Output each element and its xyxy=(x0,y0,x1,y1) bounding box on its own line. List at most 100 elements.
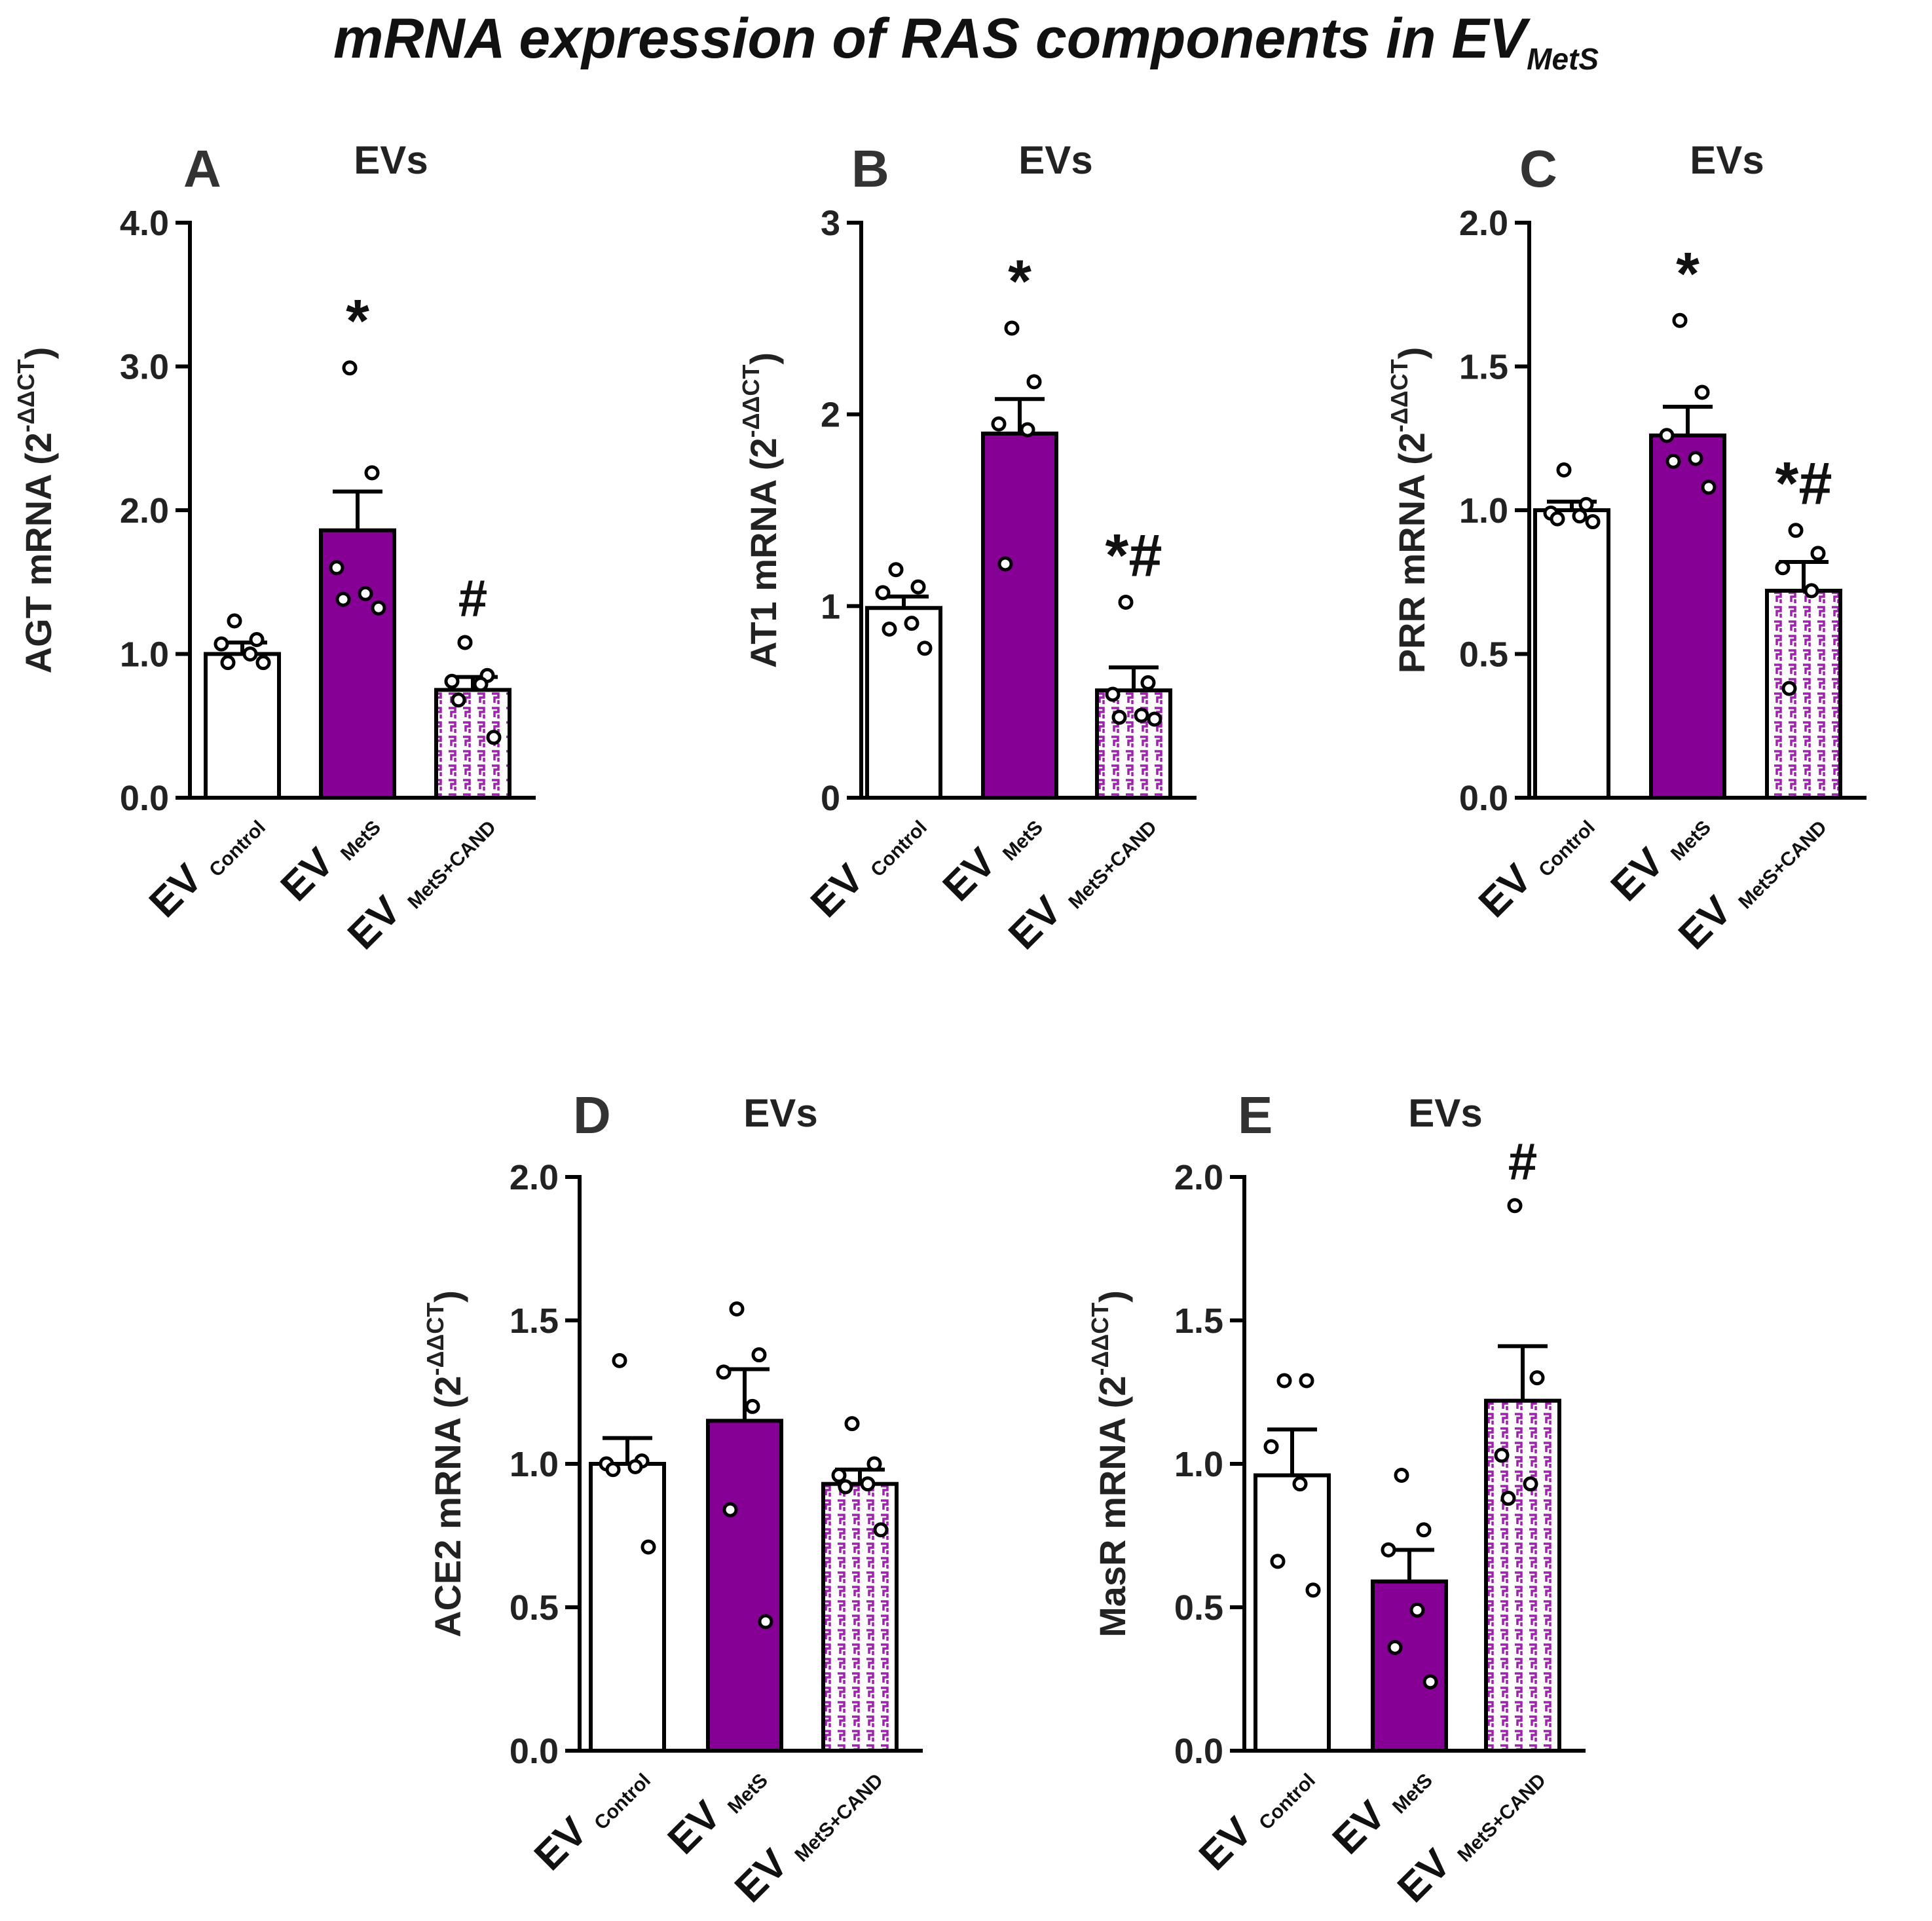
data-point xyxy=(486,730,502,745)
y-axis-label-superscript: -ΔΔCT xyxy=(737,365,764,438)
x-category-label: EV MetS xyxy=(272,798,385,911)
bar-1 xyxy=(1254,1473,1331,1753)
data-point xyxy=(1672,312,1688,328)
data-point xyxy=(844,1416,860,1432)
panel-title: EVs xyxy=(743,1091,817,1135)
data-point xyxy=(605,1462,621,1478)
y-tick-label: 1.0 xyxy=(1459,491,1508,531)
data-point xyxy=(831,1468,847,1483)
y-axis-label-superscript: -ΔΔCT xyxy=(1087,1303,1113,1376)
panel-a: A EVs 0.0 1.0 2.0 3.0 4.0 AGT mRNA (2-ΔΔCT) * # EV… xyxy=(12,138,536,958)
x-category-subscript: Control xyxy=(1255,1770,1320,1835)
data-point xyxy=(1026,374,1042,390)
data-point xyxy=(1775,560,1791,576)
x-category-main: EV xyxy=(1324,1785,1402,1863)
data-point xyxy=(1020,422,1035,438)
significance-annotation: * xyxy=(346,288,369,355)
bar-2 xyxy=(1371,1579,1448,1753)
data-point xyxy=(1270,1554,1286,1569)
data-point xyxy=(1394,1468,1409,1483)
x-category-main: EV xyxy=(1389,1833,1467,1911)
panel-title: EVs xyxy=(1690,138,1764,182)
significance-annotation: # xyxy=(1508,1132,1538,1191)
data-point xyxy=(1585,514,1601,530)
x-category-main: EV xyxy=(1603,832,1681,910)
y-tick-label: 0.0 xyxy=(120,779,169,818)
bar-2 xyxy=(981,431,1058,800)
y-axis-label-close: ) xyxy=(18,347,59,360)
x-category-main: EV xyxy=(1470,848,1548,926)
panel-letter: D xyxy=(573,1086,611,1144)
data-point xyxy=(220,655,236,671)
x-category-subscript: Control xyxy=(866,817,931,882)
y-tick-label: 1 xyxy=(821,587,840,626)
x-category-main: EV xyxy=(1000,880,1078,958)
x-category-label: EV MetS+CAND xyxy=(1389,1751,1550,1912)
data-point xyxy=(1688,451,1703,466)
y-axis-label-name: PRR mRNA xyxy=(1391,465,1432,673)
x-category-subscript: MetS xyxy=(1388,1770,1437,1818)
data-point xyxy=(866,1456,882,1472)
data-point xyxy=(1105,686,1121,702)
x-category-subscript: MetS+CAND xyxy=(403,817,500,914)
data-point xyxy=(1507,1198,1523,1214)
data-point xyxy=(444,673,460,689)
y-axis-label-close: ) xyxy=(743,352,784,365)
data-point xyxy=(1788,523,1804,538)
data-point xyxy=(904,616,920,631)
data-point xyxy=(745,1398,760,1414)
significance-annotation: * xyxy=(1008,248,1031,315)
y-axis-label-name: MasR mRNA xyxy=(1092,1408,1133,1637)
data-point xyxy=(1299,1373,1314,1389)
y-tick-label: 0.5 xyxy=(510,1588,559,1628)
bar-3 xyxy=(821,1482,899,1753)
x-category-label: EV MetS+CAND xyxy=(1000,798,1161,960)
y-tick-label: 1.5 xyxy=(1174,1301,1223,1341)
y-tick-label: 0.0 xyxy=(1459,779,1508,818)
y-tick-label: 0.0 xyxy=(1174,1732,1223,1771)
data-point xyxy=(860,1476,876,1492)
data-point xyxy=(1387,1639,1403,1655)
data-point xyxy=(1409,1602,1425,1618)
figure-title: mRNA expression of RAS components in EVM… xyxy=(0,7,1932,77)
data-point xyxy=(342,360,358,376)
y-tick-label: 3 xyxy=(821,204,840,243)
y-axis-label: MasR mRNA (2-ΔΔCT) xyxy=(1087,1290,1133,1637)
data-point xyxy=(991,416,1007,432)
data-point xyxy=(716,1364,732,1380)
figure-title-subscript: MetS xyxy=(1527,42,1599,77)
data-point xyxy=(1523,1476,1538,1492)
x-category-subscript: Control xyxy=(1534,817,1599,882)
data-point xyxy=(997,556,1013,572)
bar-1 xyxy=(865,606,942,800)
x-category-main: EV xyxy=(659,1785,737,1863)
x-category-main: EV xyxy=(1670,880,1748,958)
y-tick-label: 0.0 xyxy=(510,1732,559,1771)
y-tick-label: 1.0 xyxy=(120,635,169,675)
x-category-subscript: MetS+CAND xyxy=(1064,817,1161,914)
y-tick-label: 0 xyxy=(821,779,840,818)
data-point xyxy=(1381,1542,1396,1557)
data-point xyxy=(729,1301,745,1316)
x-category-main: EV xyxy=(1191,1801,1269,1879)
data-point xyxy=(451,692,466,708)
y-tick-label: 2.0 xyxy=(1459,204,1508,243)
x-category-main: EV xyxy=(526,1801,604,1879)
data-point xyxy=(1494,1447,1510,1463)
data-point xyxy=(1004,320,1020,336)
x-category-label: EV MetS xyxy=(1603,798,1715,911)
data-point xyxy=(1572,508,1588,524)
data-point xyxy=(1305,1582,1321,1598)
y-tick-label: 2.0 xyxy=(1174,1158,1223,1197)
data-point xyxy=(1550,511,1565,527)
x-category-label: EV MetS xyxy=(659,1751,772,1864)
data-point xyxy=(1665,453,1681,469)
data-point xyxy=(364,465,380,481)
x-category-subscript: MetS xyxy=(724,1770,772,1818)
y-axis-label: AT1 mRNA (2-ΔΔCT) xyxy=(737,352,784,668)
x-category-subscript: MetS+CAND xyxy=(790,1770,887,1867)
data-point xyxy=(1263,1439,1279,1455)
data-point xyxy=(888,562,904,578)
y-axis-label-superscript: -ΔΔCT xyxy=(12,359,39,432)
